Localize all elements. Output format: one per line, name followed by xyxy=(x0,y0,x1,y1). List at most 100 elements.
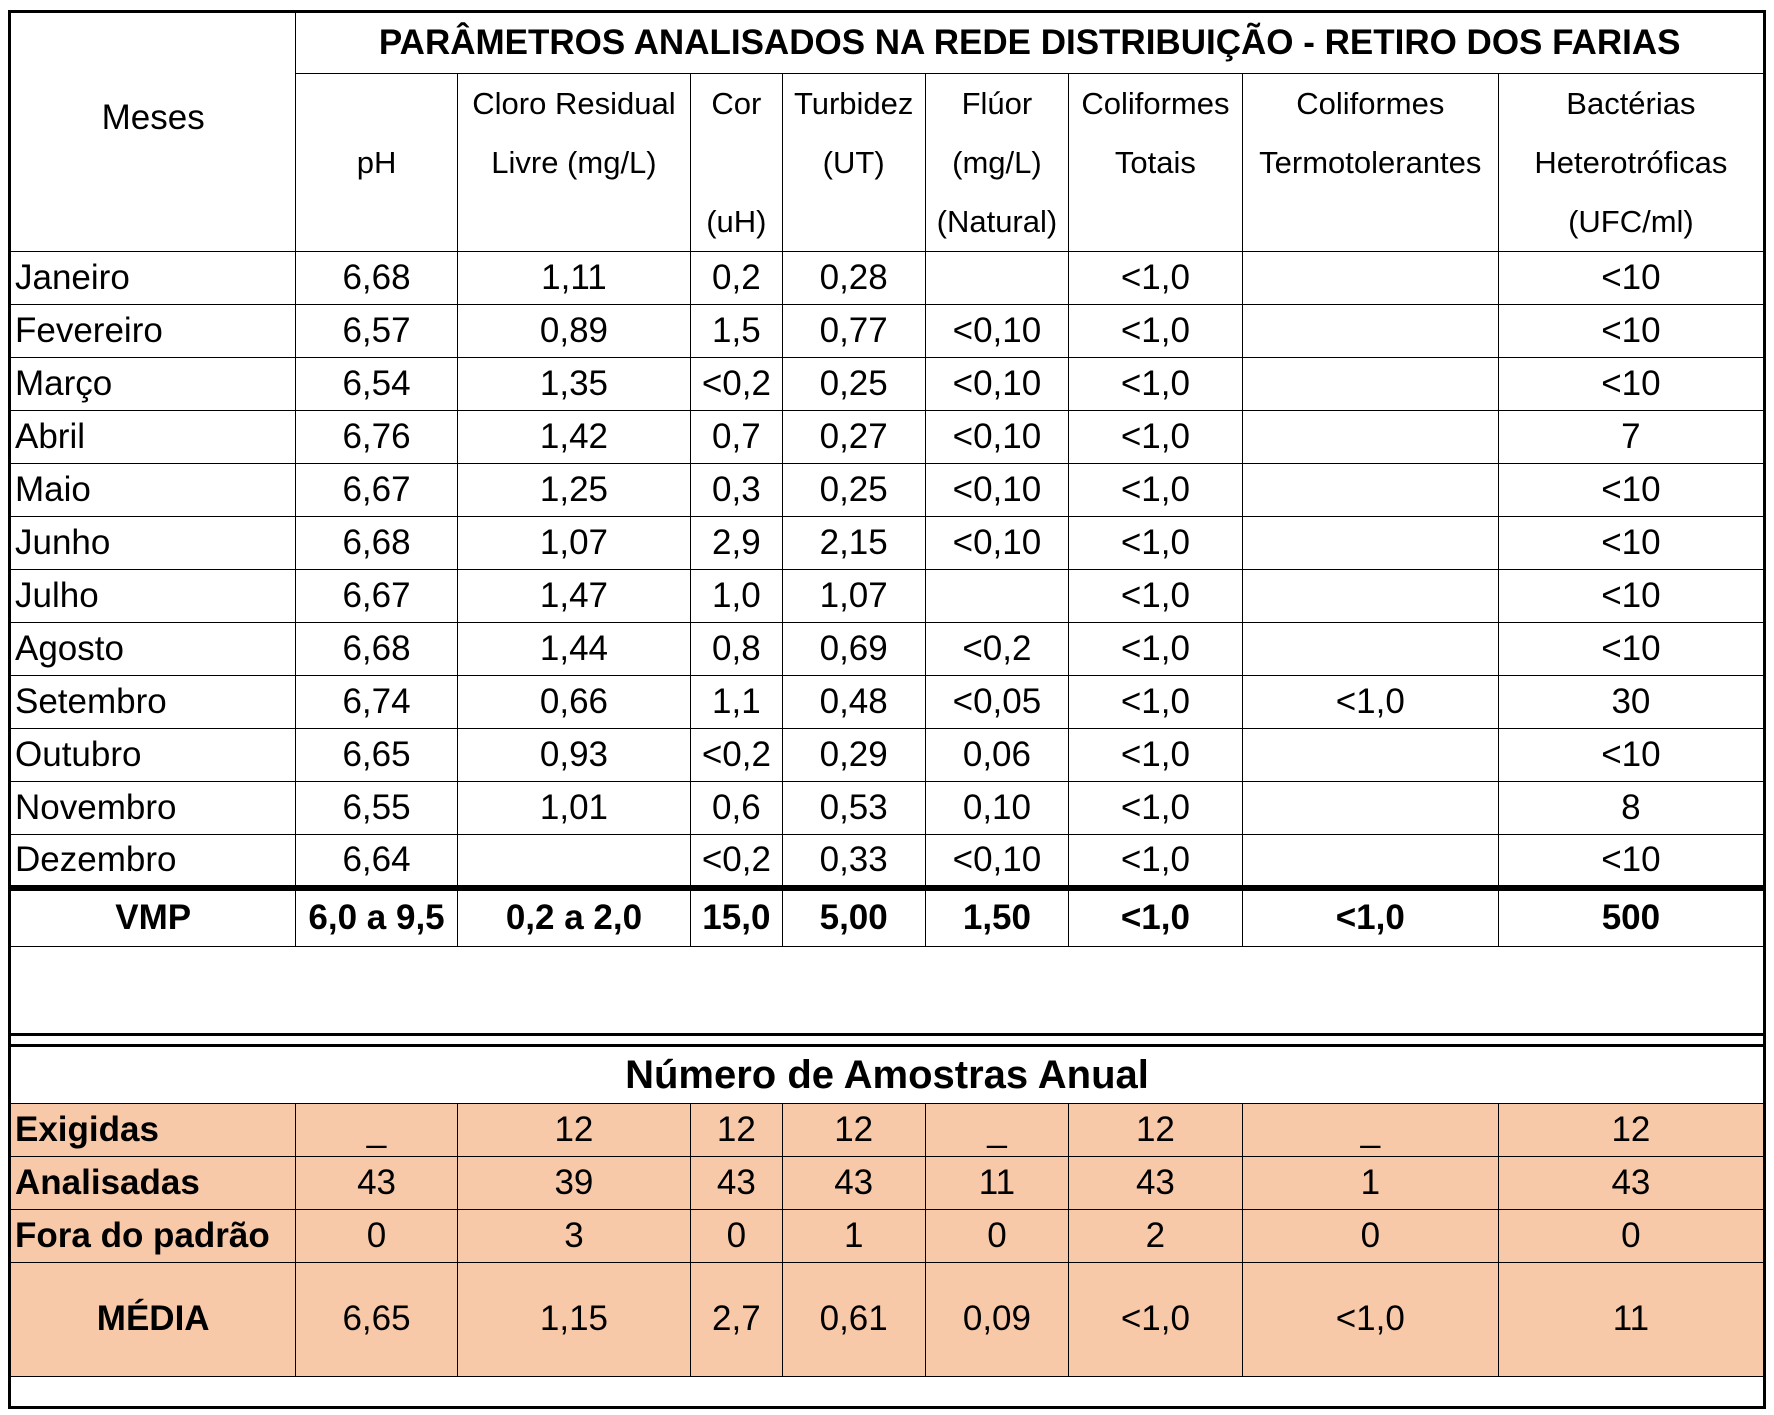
samples-table: Número de Amostras Anual Exigidas _ 12 12 12… xyxy=(9,1045,1765,1377)
coliformes-termotolerantes-cell xyxy=(1241,304,1499,358)
ph-cell: 6,76 xyxy=(295,410,458,464)
turbidez-cell: 0,69 xyxy=(781,622,926,676)
header-bacterias: Bactérias Heterotróficas (UFC/ml) xyxy=(1497,73,1765,252)
table-row: Setembro 6,74 0,66 1,1 0,48 <0,05 <1,0 <1,0 30 xyxy=(9,675,1765,729)
turbidez-cell: 0,48 xyxy=(781,675,926,729)
coliformes-termotolerantes-samples-cell: 1 xyxy=(1241,1156,1499,1210)
vmp-label: VMP xyxy=(9,884,297,947)
header-ph: pH xyxy=(295,73,458,252)
cloro-cell: 1,01 xyxy=(456,781,692,835)
fluor-cell: <0,05 xyxy=(924,675,1070,729)
samples-label: Analisadas xyxy=(9,1156,297,1210)
vmp-coliformes-totais: <1,0 xyxy=(1068,884,1243,947)
bacterias-cell: <10 xyxy=(1497,516,1765,570)
fluor-cell xyxy=(924,251,1070,305)
cor-samples-cell: 43 xyxy=(690,1156,783,1210)
month-cell: Outubro xyxy=(9,728,297,782)
media-turbidez: 0,61 xyxy=(781,1262,926,1377)
coliformes-termotolerantes-cell xyxy=(1241,251,1499,305)
fluor-cell: <0,2 xyxy=(924,622,1070,676)
cloro-cell: 1,11 xyxy=(456,251,692,305)
cor-cell: 0,8 xyxy=(690,622,783,676)
bacterias-cell: 7 xyxy=(1497,410,1765,464)
ph-samples-cell: _ xyxy=(295,1103,458,1157)
coliformes-totais-cell: <1,0 xyxy=(1068,728,1243,782)
table-row: Outubro 6,65 0,93 <0,2 0,29 0,06 <1,0 <10 xyxy=(9,728,1765,782)
vmp-coliformes-termotolerantes: <1,0 xyxy=(1241,884,1499,947)
coliformes-termotolerantes-cell xyxy=(1241,834,1499,888)
turbidez-cell: 0,33 xyxy=(781,834,926,888)
coliformes-termotolerantes-cell xyxy=(1241,357,1499,411)
media-cloro: 1,15 xyxy=(456,1262,692,1377)
fluor-cell: <0,10 xyxy=(924,410,1070,464)
ph-cell: 6,68 xyxy=(295,251,458,305)
coliformes-totais-cell: <1,0 xyxy=(1068,569,1243,623)
bacterias-cell: <10 xyxy=(1497,728,1765,782)
bacterias-cell: 30 xyxy=(1497,675,1765,729)
coliformes-totais-samples-cell: 43 xyxy=(1068,1156,1243,1210)
header-cloro: Cloro Residual Livre (mg/L) xyxy=(456,73,692,252)
turbidez-cell: 0,53 xyxy=(781,781,926,835)
ph-cell: 6,68 xyxy=(295,516,458,570)
parameters-table: Meses PARÂMETROS ANALISADOS NA REDE DIST… xyxy=(9,12,1765,947)
coliformes-termotolerantes-cell xyxy=(1241,463,1499,517)
vmp-cor: 15,0 xyxy=(690,884,783,947)
coliformes-totais-samples-cell: 2 xyxy=(1068,1209,1243,1263)
header-cor: Cor (uH) xyxy=(690,73,783,252)
media-cor: 2,7 xyxy=(690,1262,783,1377)
ph-samples-cell: 43 xyxy=(295,1156,458,1210)
media-row: MÉDIA 6,65 1,15 2,7 0,61 0,09 <1,0 <1,0 … xyxy=(9,1262,1765,1377)
coliformes-termotolerantes-samples-cell: 0 xyxy=(1241,1209,1499,1263)
media-coliformes-totais: <1,0 xyxy=(1068,1262,1243,1377)
month-cell: Março xyxy=(9,357,297,411)
month-cell: Agosto xyxy=(9,622,297,676)
coliformes-totais-cell: <1,0 xyxy=(1068,304,1243,358)
samples-title: Número de Amostras Anual xyxy=(10,1045,1764,1104)
table-row: Abril 6,76 1,42 0,7 0,27 <0,10 <1,0 7 xyxy=(9,410,1765,464)
turbidez-cell: 0,27 xyxy=(781,410,926,464)
media-label: MÉDIA xyxy=(9,1262,297,1377)
fluor-cell: <0,10 xyxy=(924,304,1070,358)
cor-samples-cell: 12 xyxy=(690,1103,783,1157)
coliformes-totais-cell: <1,0 xyxy=(1068,357,1243,411)
bacterias-cell: <10 xyxy=(1497,304,1765,358)
cor-cell: 0,2 xyxy=(690,251,783,305)
samples-label: Fora do padrão xyxy=(9,1209,297,1263)
coliformes-totais-cell: <1,0 xyxy=(1068,675,1243,729)
month-cell: Setembro xyxy=(9,675,297,729)
month-cell: Fevereiro xyxy=(9,304,297,358)
samples-row: Fora do padrão 0 3 0 1 0 2 0 0 xyxy=(9,1209,1765,1263)
cloro-cell: 0,93 xyxy=(456,728,692,782)
cloro-samples-cell: 39 xyxy=(456,1156,692,1210)
cloro-cell xyxy=(456,834,692,888)
month-cell: Maio xyxy=(9,463,297,517)
vmp-fluor: 1,50 xyxy=(924,884,1070,947)
vmp-cloro: 0,2 a 2,0 xyxy=(456,884,692,947)
table-row: Janeiro 6,68 1,11 0,2 0,28 <1,0 <10 xyxy=(9,251,1765,305)
coliformes-totais-cell: <1,0 xyxy=(1068,463,1243,517)
header-coliformes-termotolerantes: Coliformes Termotolerantes xyxy=(1241,73,1499,252)
turbidez-cell: 0,77 xyxy=(781,304,926,358)
month-cell: Janeiro xyxy=(9,251,297,305)
section-divider xyxy=(8,1033,1766,1036)
bacterias-cell: <10 xyxy=(1497,622,1765,676)
cor-cell: 0,6 xyxy=(690,781,783,835)
ph-cell: 6,68 xyxy=(295,622,458,676)
bacterias-cell: 8 xyxy=(1497,781,1765,835)
vmp-row: VMP 6,0 a 9,5 0,2 a 2,0 15,0 5,00 1,50 <… xyxy=(9,884,1765,947)
media-coliformes-termotolerantes: <1,0 xyxy=(1241,1262,1499,1377)
ph-cell: 6,74 xyxy=(295,675,458,729)
fluor-cell: <0,10 xyxy=(924,463,1070,517)
coliformes-termotolerantes-cell xyxy=(1241,781,1499,835)
vmp-turbidez: 5,00 xyxy=(781,884,926,947)
month-cell: Dezembro xyxy=(9,834,297,888)
header-turbidez: Turbidez (UT) xyxy=(781,73,926,252)
coliformes-termotolerantes-cell xyxy=(1241,516,1499,570)
ph-cell: 6,64 xyxy=(295,834,458,888)
table-row: Dezembro 6,64 <0,2 0,33 <0,10 <1,0 <10 xyxy=(9,834,1765,888)
cloro-cell: 1,07 xyxy=(456,516,692,570)
cor-cell: 1,0 xyxy=(690,569,783,623)
month-cell: Abril xyxy=(9,410,297,464)
cloro-cell: 1,25 xyxy=(456,463,692,517)
month-cell: Novembro xyxy=(9,781,297,835)
